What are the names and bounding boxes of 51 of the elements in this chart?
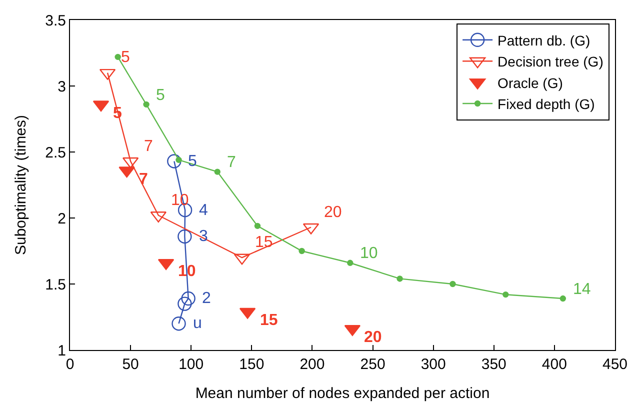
point: [502, 291, 509, 298]
x-tick-label: 250: [360, 356, 386, 373]
x-tick-label: 350: [481, 356, 506, 373]
x-tick-label: 150: [239, 356, 264, 373]
y-tick-label: 1: [58, 342, 66, 360]
point: [178, 296, 192, 311]
point: [254, 222, 261, 230]
point: [396, 276, 403, 282]
annotation: 2: [202, 290, 211, 307]
annotation: 14: [573, 281, 591, 298]
point: [178, 229, 192, 244]
x-tick-label: 50: [122, 356, 139, 373]
point: [214, 168, 220, 175]
y-tick-label: 2.5: [45, 144, 66, 162]
annotation: 15: [260, 312, 278, 329]
x-tick-label: 100: [178, 356, 204, 373]
annotation: 5: [121, 49, 130, 66]
point: [167, 154, 182, 168]
x-tick-label: 400: [542, 356, 567, 373]
y-axis-title: Suboptimality (times): [12, 114, 30, 256]
x-axis-title: Mean number of nodes expanded per action: [195, 385, 490, 402]
point: [143, 101, 150, 108]
x-tick-label: 200: [300, 356, 325, 373]
annotation: 20: [324, 204, 342, 221]
x-tick-label: 300: [420, 356, 446, 373]
point: [172, 316, 186, 331]
legend-label: Oracle (G): [498, 74, 563, 91]
point: [298, 248, 305, 254]
annotation: 10: [360, 245, 378, 262]
point: [450, 280, 456, 288]
y-tick-label: 3.5: [45, 12, 66, 30]
y-tick-label: 3: [58, 78, 66, 96]
annotation: 5: [156, 87, 165, 104]
legend-label: Decision tree (G): [498, 54, 604, 70]
point: [181, 291, 196, 306]
legend-label: Pattern db. (G): [498, 32, 590, 48]
point: [347, 260, 354, 266]
point: [114, 54, 121, 60]
point: [176, 156, 182, 164]
y-tick-label: 2: [58, 210, 66, 228]
annotation: 4: [199, 202, 208, 219]
point: [560, 295, 566, 302]
annotation: 7: [227, 154, 236, 171]
x-tick-label: 0: [66, 356, 74, 373]
y-tick-label: 1.5: [45, 276, 66, 294]
annotation: 20: [364, 329, 382, 346]
x-tick-label: 450: [602, 356, 628, 373]
legend-label: Fixed depth (G): [498, 96, 595, 112]
annotation: 7: [144, 138, 153, 155]
annotation: 7: [139, 171, 148, 188]
annotation: u: [193, 315, 202, 332]
